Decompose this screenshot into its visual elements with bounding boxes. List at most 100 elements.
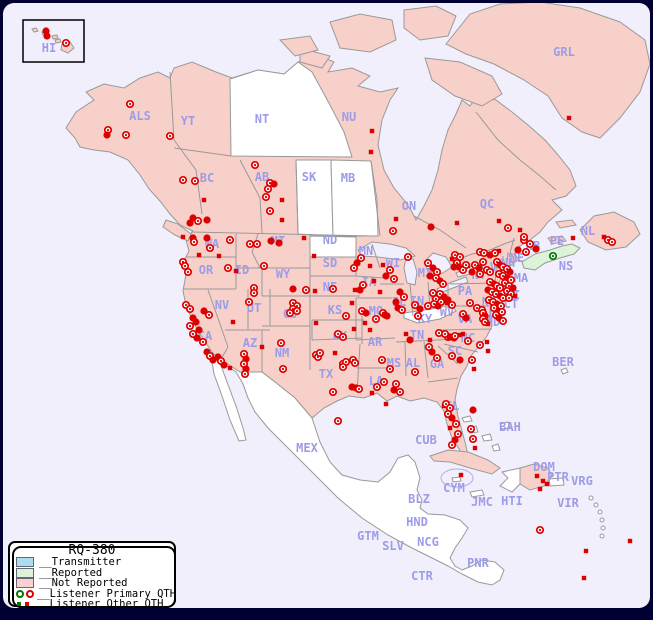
listener-cluster-marker [195, 326, 203, 334]
marker-center-dot [455, 261, 459, 265]
marker-center-dot [281, 367, 285, 371]
marker-center-dot [469, 427, 473, 431]
listener-other-qth-marker [369, 390, 375, 396]
marker-center-dot [248, 242, 252, 246]
marker-center-dot [466, 339, 470, 343]
listener-other-qth-marker [512, 293, 518, 299]
listener-other-qth-marker [517, 227, 523, 233]
listener-other-qth-marker [457, 332, 463, 338]
region-label-bah: BAH [499, 420, 521, 434]
marker-center-dot [426, 304, 430, 308]
marker-center-dot [208, 246, 212, 250]
marker-center-dot [336, 332, 340, 336]
listener-cluster-marker [275, 239, 283, 247]
region-label-az: AZ [243, 336, 257, 350]
listener-other-qth-marker [485, 348, 491, 354]
listener-other-qth-marker [332, 350, 338, 356]
region-label-dom: DOM [533, 460, 555, 474]
marker-center-dot [478, 343, 482, 347]
listener-other-qth-marker [352, 287, 358, 293]
marker-center-dot [481, 260, 485, 264]
listener-cluster-marker [392, 298, 400, 306]
region-label-als: ALS [129, 109, 151, 123]
marker-center-dot [252, 286, 256, 290]
region-puerto-rico [548, 477, 565, 487]
region-label-gtm: GTM [357, 529, 379, 543]
marker-center-dot [288, 311, 292, 315]
listener-cluster-marker [382, 272, 390, 280]
marker-center-dot [483, 320, 487, 324]
marker-center-dot [448, 406, 452, 410]
listener-other-qth-marker [367, 263, 373, 269]
hawaii-inset-box [22, 19, 85, 63]
marker-center-dot [426, 261, 430, 265]
listener-other-qth-marker [496, 248, 502, 254]
marker-center-dot [193, 179, 197, 183]
marker-center-dot [168, 134, 172, 138]
listener-cluster-marker [356, 286, 364, 294]
listener-other-qth-marker [279, 197, 285, 203]
region-jamaica [469, 489, 485, 498]
marker-center-dot [503, 281, 507, 285]
listener-other-qth-marker [377, 289, 383, 295]
listener-other-qth-marker [383, 401, 389, 407]
listener-other-qth-marker [362, 320, 368, 326]
marker-center-dot [509, 278, 513, 282]
marker-center-dot [453, 253, 457, 257]
marker-center-dot [437, 331, 441, 335]
marker-center-dot [374, 317, 378, 321]
marker-center-dot [446, 412, 450, 416]
listener-cluster-marker [448, 414, 456, 422]
region-label-id: ID [235, 263, 249, 277]
marker-center-dot [207, 313, 211, 317]
listener-cluster-marker [289, 285, 297, 293]
red-circle-icon [26, 589, 34, 598]
marker-center-dot [382, 380, 386, 384]
listener-other-qth-marker [227, 365, 233, 371]
listener-other-qth-marker [447, 425, 453, 431]
listener-cluster-marker [203, 216, 211, 224]
marker-center-dot [501, 319, 505, 323]
marker-center-dot [253, 163, 257, 167]
marker-center-dot [439, 300, 443, 304]
listener-other-qth-marker [471, 366, 477, 372]
marker-center-dot [266, 187, 270, 191]
north-america-map: HIALSYTNTNUGRLBCABSKMBONQCNLPENBNSWAMTND… [22, 3, 650, 586]
marker-center-dot [196, 219, 200, 223]
region-label-vrg: VRG [571, 474, 593, 488]
listener-other-qth-marker [311, 253, 317, 259]
listener-other-qth-marker [454, 220, 460, 226]
marker-center-dot [188, 324, 192, 328]
marker-center-dot [482, 251, 486, 255]
hawaii-inset [22, 19, 85, 63]
marker-center-dot [291, 301, 295, 305]
marker-center-dot [468, 301, 472, 305]
marker-center-dot [524, 250, 528, 254]
listener-cluster-marker [192, 318, 200, 326]
region-label-tn: TN [410, 328, 424, 342]
listener-cluster-marker [426, 272, 434, 280]
region-label-pa: PA [458, 284, 473, 298]
listener-cluster-marker [267, 237, 275, 245]
region-label-hi: HI [42, 41, 56, 55]
listener-cluster-marker [514, 246, 522, 254]
region-label-nu: NU [342, 110, 356, 124]
listener-cluster-marker [416, 305, 424, 313]
marker-center-dot [494, 292, 498, 296]
listener-other-qth-marker [279, 217, 285, 223]
listener-other-qth-marker [196, 252, 202, 258]
listener-other-qth-marker [380, 262, 386, 268]
region-label-al: AL [406, 356, 420, 370]
marker-center-dot [380, 358, 384, 362]
marker-center-dot [106, 128, 110, 132]
marker-center-dot [186, 270, 190, 274]
marker-center-dot [331, 390, 335, 394]
marker-center-dot [341, 365, 345, 369]
marker-center-dot [252, 291, 256, 295]
marker-center-dot [528, 242, 532, 246]
region-label-or: OR [199, 263, 214, 277]
listener-markers [42, 27, 633, 581]
marker-center-dot [184, 303, 188, 307]
listener-other-qth-marker [460, 331, 466, 337]
marker-center-dot [394, 382, 398, 386]
